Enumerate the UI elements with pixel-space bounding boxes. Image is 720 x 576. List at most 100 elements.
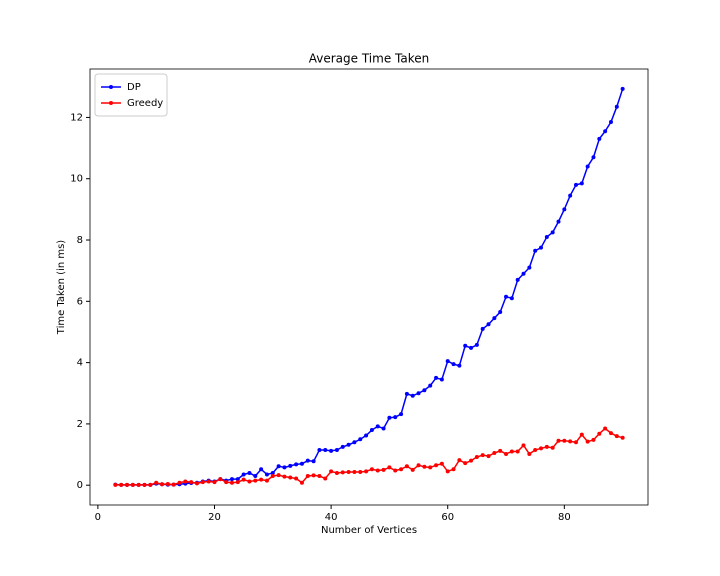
x-tick-label: 80 [558, 512, 571, 523]
marker [282, 465, 287, 470]
marker [608, 120, 613, 125]
marker [620, 435, 625, 440]
marker [486, 454, 491, 459]
marker [504, 451, 509, 456]
marker [550, 230, 555, 235]
marker [346, 442, 351, 447]
marker [573, 440, 578, 445]
marker [288, 463, 293, 468]
marker [171, 482, 176, 487]
marker [194, 481, 199, 486]
marker [620, 86, 625, 91]
marker [276, 464, 281, 469]
marker [410, 467, 415, 472]
marker [229, 477, 234, 482]
marker [259, 477, 264, 482]
marker [410, 393, 415, 398]
marker [556, 438, 561, 443]
marker [597, 136, 602, 141]
marker [311, 459, 316, 464]
marker [457, 458, 462, 463]
marker [451, 467, 456, 472]
x-tick-label: 0 [95, 512, 101, 523]
marker [311, 473, 316, 478]
marker [113, 482, 118, 487]
marker [148, 482, 153, 487]
legend-box [94, 73, 168, 117]
marker [521, 443, 526, 448]
marker [562, 207, 567, 212]
y-axis-label: Time Taken (in ms) [56, 240, 67, 335]
marker [515, 277, 520, 282]
marker [439, 377, 444, 382]
marker [387, 415, 392, 420]
marker [608, 431, 613, 436]
marker [288, 475, 293, 480]
x-tick-label: 20 [208, 512, 221, 523]
marker [585, 439, 590, 444]
marker [130, 482, 135, 487]
marker [539, 245, 544, 250]
marker [404, 464, 409, 469]
marker [399, 467, 404, 472]
y-tick-label: 6 [77, 296, 83, 307]
marker [579, 432, 584, 437]
marker [235, 480, 240, 485]
legend-label: Greedy [127, 98, 163, 109]
legend-label: DP [127, 82, 141, 93]
marker [568, 439, 573, 444]
marker [404, 391, 409, 396]
plot-frame [89, 68, 649, 506]
marker [579, 181, 584, 186]
marker [369, 467, 374, 472]
marker [469, 458, 474, 463]
marker [329, 469, 334, 474]
x-axis-label: Number of Vertices [321, 525, 417, 536]
marker [509, 449, 514, 454]
marker [241, 472, 246, 477]
marker [451, 362, 456, 367]
marker [509, 296, 514, 301]
marker [504, 294, 509, 299]
marker [299, 480, 304, 485]
marker [375, 468, 380, 473]
marker [218, 477, 223, 482]
marker [416, 391, 421, 396]
marker [136, 482, 141, 487]
marker [457, 363, 462, 368]
marker [160, 482, 165, 487]
y-tick-label: 4 [77, 358, 83, 369]
marker [364, 469, 369, 474]
y-tick-label: 2 [77, 419, 83, 430]
marker [469, 345, 474, 350]
marker [445, 359, 450, 364]
marker [352, 440, 357, 445]
marker [521, 271, 526, 276]
y-tick-label: 10 [70, 174, 83, 185]
marker [282, 474, 287, 479]
marker [276, 473, 281, 478]
marker [480, 453, 485, 458]
marker [259, 467, 264, 472]
marker [603, 129, 608, 134]
marker [603, 426, 608, 431]
marker [614, 104, 619, 109]
marker [498, 448, 503, 453]
legend-marker [109, 85, 113, 89]
y-tick-label: 12 [70, 112, 83, 123]
y-tick-label: 0 [77, 480, 83, 491]
marker [142, 482, 147, 487]
marker [527, 265, 532, 270]
marker [591, 437, 596, 442]
marker [334, 470, 339, 475]
marker [154, 480, 159, 485]
marker [352, 470, 357, 475]
x-tick-label: 60 [441, 512, 454, 523]
marker [206, 479, 211, 484]
marker [323, 476, 328, 481]
marker [439, 461, 444, 466]
marker [340, 444, 345, 449]
marker [422, 388, 427, 393]
marker [434, 463, 439, 468]
